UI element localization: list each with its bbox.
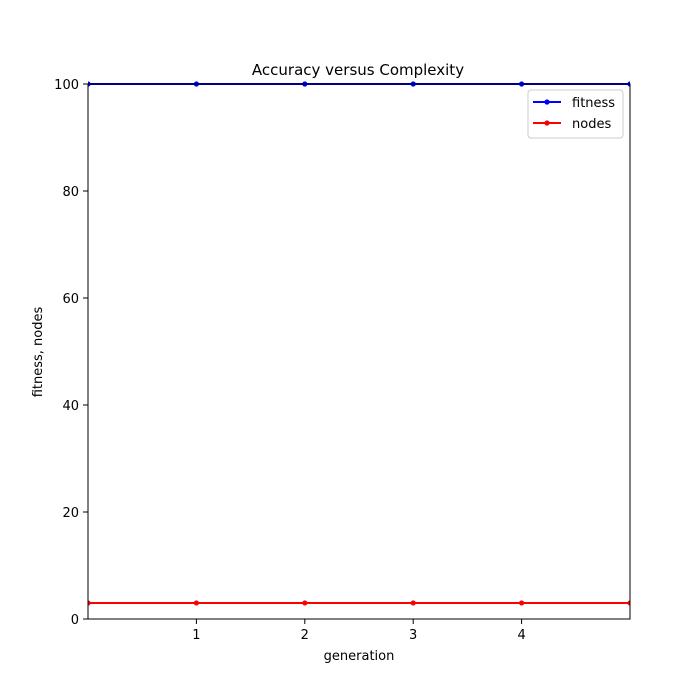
data-point-nodes-3 [410, 600, 416, 606]
x-tick-label: 3 [409, 628, 417, 643]
data-point-nodes-5 [627, 600, 630, 606]
x-tick-label: 4 [517, 628, 525, 643]
legend-marker-fitness [544, 99, 550, 105]
x-axis-label: generation [324, 649, 395, 664]
y-tick-label: 0 [71, 613, 79, 628]
data-point-nodes-4 [519, 600, 525, 606]
data-point-nodes-2 [302, 600, 308, 606]
legend-marker-nodes [544, 120, 550, 126]
x-tick-label: 1 [192, 628, 200, 643]
y-tick-label: 60 [62, 292, 79, 307]
plot-frame [87, 83, 631, 620]
y-tick-label: 100 [54, 78, 79, 93]
y-axis-label: fitness, nodes [31, 307, 46, 398]
data-point-nodes-0 [88, 600, 91, 606]
y-tick-label: 80 [62, 185, 79, 200]
legend-label-fitness: fitness [572, 96, 615, 111]
x-tick-label: 2 [301, 628, 309, 643]
y-tick-label: 40 [62, 399, 79, 414]
series-group [88, 81, 630, 606]
y-tick-label: 20 [62, 506, 79, 521]
chart-title: Accuracy versus Complexity [252, 61, 464, 79]
legend: fitness nodes [527, 89, 624, 139]
legend-label-nodes: nodes [572, 117, 611, 132]
data-point-nodes-1 [193, 600, 199, 606]
